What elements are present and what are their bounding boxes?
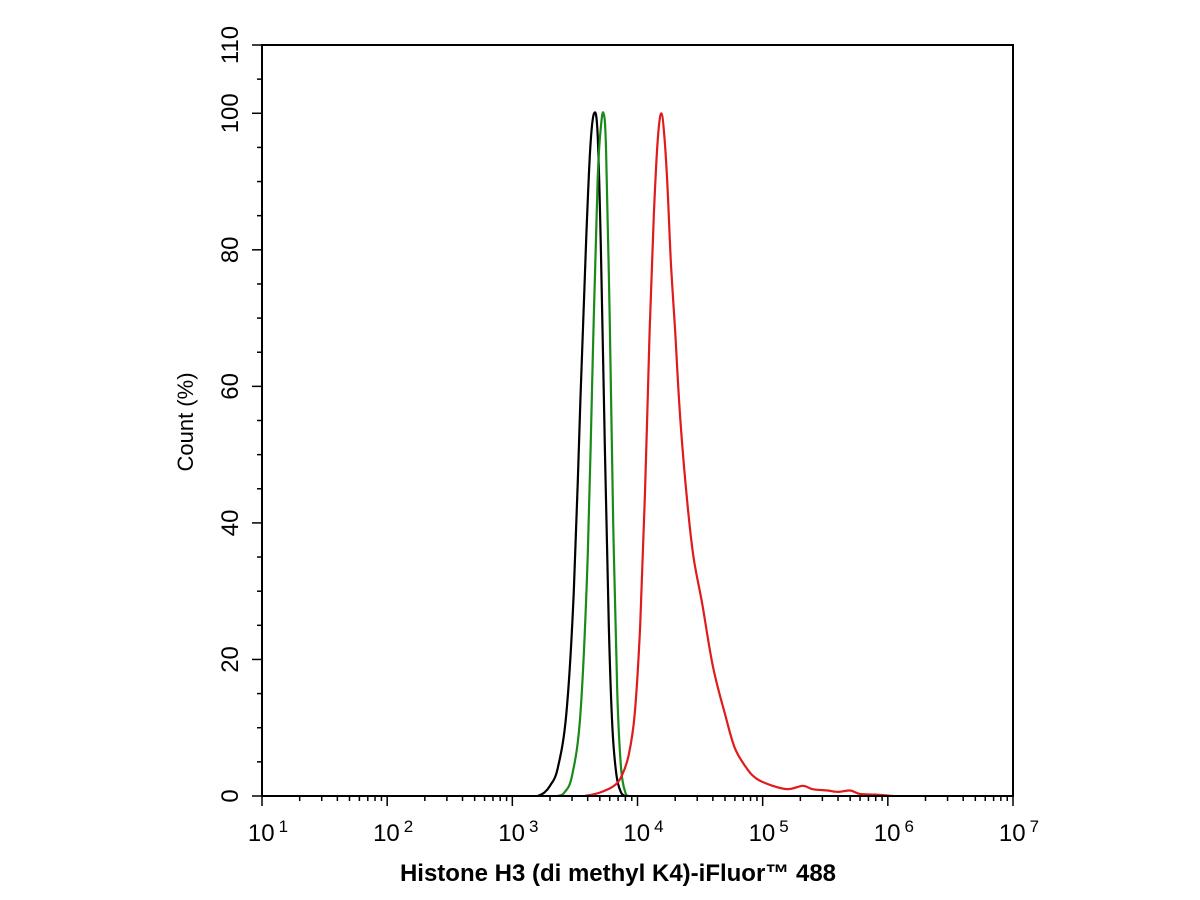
- x-tick-label: 10 7: [999, 817, 1039, 847]
- x-tick-label: 10 2: [373, 817, 413, 847]
- x-tick-label: 10 6: [874, 817, 914, 847]
- plot-frame: [261, 44, 1014, 797]
- y-tick-label: 40: [217, 510, 244, 537]
- x-tick-base: 10: [999, 820, 1026, 847]
- y-tick-label: 100: [217, 93, 244, 133]
- x-tick-exponent: 5: [779, 817, 788, 836]
- x-tick-label: 10 5: [749, 817, 789, 847]
- y-tick-label: 60: [217, 373, 244, 400]
- x-tick-exponent: 7: [1030, 817, 1039, 836]
- x-tick-base: 10: [373, 820, 400, 847]
- y-tick-label: 110: [217, 26, 244, 64]
- axis-ticks: [252, 44, 1014, 806]
- x-tick-label: 10 1: [248, 817, 288, 847]
- y-tick-label: 20: [217, 646, 244, 673]
- x-tick-exponent: 3: [529, 817, 538, 836]
- x-tick-base: 10: [498, 820, 525, 847]
- x-tick-exponent: 2: [404, 817, 413, 836]
- x-tick-base: 10: [874, 820, 901, 847]
- x-axis-title: Histone H3 (di methyl K4)-iFluor™ 488: [400, 860, 836, 887]
- y-tick-label: 80: [217, 236, 244, 263]
- y-tick-label: 0: [217, 789, 244, 802]
- histogram-series-2: [584, 112, 894, 798]
- y-axis-title: Count (%): [173, 372, 198, 471]
- x-tick-base: 10: [749, 820, 776, 847]
- x-tick-exponent: 6: [904, 817, 913, 836]
- histogram-series-1: [557, 111, 630, 798]
- histogram-series-0: [537, 111, 627, 797]
- x-tick-exponent: 4: [654, 817, 663, 836]
- x-tick-label: 10 3: [498, 817, 538, 847]
- x-tick-base: 10: [248, 820, 275, 847]
- x-tick-label: 10 4: [623, 817, 663, 847]
- x-tick-base: 10: [623, 820, 650, 847]
- x-tick-exponent: 1: [279, 817, 288, 836]
- series-layer: [537, 111, 894, 798]
